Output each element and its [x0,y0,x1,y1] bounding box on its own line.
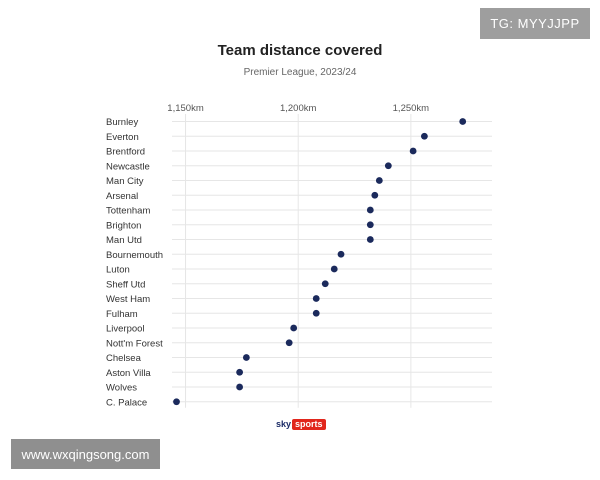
data-point [366,236,374,243]
category-label: Arsenal [106,191,138,202]
category-label: Tottenham [106,206,150,217]
category-label: Everton [106,132,139,143]
data-point [384,162,392,170]
data-point [409,147,417,155]
data-point [459,118,467,125]
category-label: Luton [106,265,130,276]
category-label: Aston Villa [106,368,151,379]
data-point [312,295,320,302]
data-point [366,221,374,229]
x-tick-label: 1,150km [167,103,204,114]
data-point [321,280,329,288]
chart-title: Team distance covered [217,42,383,59]
category-label: Burnley [106,117,138,128]
category-label: Newcastle [106,161,150,172]
data-point [236,368,244,376]
category-label: Liverpool [106,324,145,335]
category-label: Man City [106,176,144,187]
data-point [290,324,298,332]
sky-sports-logo: sky sports [276,418,326,430]
watermark-telegram: TG: MYYJJPP [480,8,590,39]
data-point [337,250,345,258]
category-label: Man Utd [106,235,142,246]
data-point [312,309,320,317]
category-label: Sheff Utd [106,279,145,290]
data-point [236,383,244,391]
category-label: Nott'm Forest [106,338,163,349]
category-label: Wolves [106,383,137,394]
data-point [285,339,293,347]
x-tick-label: 1,250km [393,103,430,114]
category-label: Fulham [106,309,138,320]
category-label: Bournemouth [106,250,163,261]
data-point [173,398,180,406]
logo-sky-text: sky [276,419,292,429]
category-label: Brentford [106,147,145,158]
data-point [330,265,338,273]
category-label: Brighton [106,220,141,231]
x-tick-label: 1,200km [280,103,317,114]
data-point [375,177,383,184]
category-label: C. Palace [106,397,147,408]
data-point [242,354,250,361]
chart-subtitle: Premier League, 2023/24 [243,67,357,78]
watermark-url: www.wxqingsong.com [11,439,160,469]
data-point [366,206,374,214]
data-point [420,132,428,140]
category-label: West Ham [106,294,150,305]
logo-sports-text: sports [292,418,326,430]
data-point [371,191,379,199]
category-label: Chelsea [106,353,142,364]
